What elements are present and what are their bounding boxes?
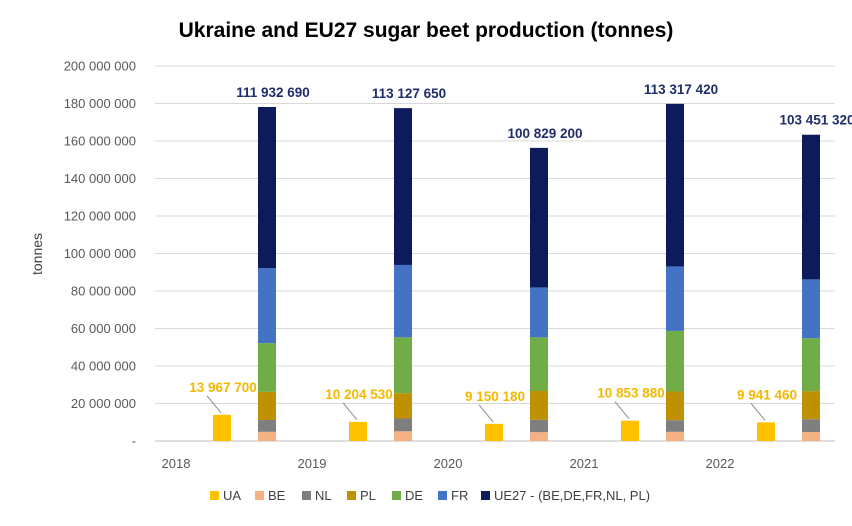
chart-title: Ukraine and EU27 sugar beet production (… <box>179 19 674 42</box>
bar-de <box>666 330 684 392</box>
legend-swatch-de <box>392 491 401 500</box>
bar-de <box>802 338 820 392</box>
x-tick-label: 2018 <box>162 456 191 471</box>
ua-value-label: 9 941 460 <box>737 387 797 402</box>
legend-label-be: BE <box>268 488 286 503</box>
bar-pl <box>394 393 412 419</box>
bar-nl <box>802 419 820 432</box>
bar-pl <box>666 391 684 421</box>
bar-nl <box>666 420 684 432</box>
bar-pl <box>258 391 276 420</box>
ua-value-label: 10 853 880 <box>597 386 665 401</box>
bar-fr <box>666 266 684 331</box>
ua-leader-line <box>478 404 494 423</box>
ua-value-label: 13 967 700 <box>189 380 257 395</box>
legend: UA BE NL PL DE FR UE27 - (BE,DE,FR,NL, PL) <box>210 488 650 503</box>
data-labels: 111 932 690 13 967 700 113 127 650 10 204 5… <box>189 82 852 423</box>
eu27-total-label: 111 932 690 <box>236 85 310 100</box>
y-axis-label: tonnes <box>29 233 45 275</box>
y-tick-label: 160 000 000 <box>64 134 136 149</box>
y-axis-ticks: - 20 000 000 40 000 000 60 000 000 80 000 00… <box>64 59 136 449</box>
y-tick-label: 40 000 000 <box>71 359 136 374</box>
ua-leader-line <box>750 403 766 421</box>
bar-be <box>394 431 412 441</box>
ua-leader-line <box>614 401 630 419</box>
eu27-total-label: 103 451 320 <box>779 113 852 128</box>
y-tick-label: - <box>132 434 136 449</box>
bar-ua <box>621 420 639 441</box>
eu27-total-label: 113 317 420 <box>644 82 718 97</box>
y-tick-label: 120 000 000 <box>64 209 136 224</box>
bar-eu27 <box>802 134 820 280</box>
bar-ua <box>213 414 231 441</box>
bar-eu27 <box>258 107 276 269</box>
bar-fr <box>802 279 820 339</box>
bar-eu27 <box>666 103 684 267</box>
legend-label-fr: FR <box>451 488 468 503</box>
legend-label-ua: UA <box>223 488 241 503</box>
bar-eu27 <box>530 147 548 288</box>
ua-value-label: 10 204 530 <box>325 387 393 402</box>
legend-swatch-pl <box>347 491 356 500</box>
bar-fr <box>530 287 548 338</box>
bar-ua <box>349 421 367 441</box>
legend-label-pl: PL <box>360 488 376 503</box>
y-tick-label: 80 000 000 <box>71 284 136 299</box>
y-tick-label: 20 000 000 <box>71 396 136 411</box>
bar-de <box>394 337 412 394</box>
bar-ua <box>485 423 503 441</box>
x-axis-ticks: 2018 2019 2020 2021 2022 <box>162 456 735 471</box>
legend-label-nl: NL <box>315 488 332 503</box>
y-tick-label: 180 000 000 <box>64 96 136 111</box>
x-tick-label: 2020 <box>434 456 463 471</box>
gridlines <box>155 65 835 442</box>
y-tick-label: 100 000 000 <box>64 246 136 261</box>
bar-nl <box>530 419 548 433</box>
ua-leader-line <box>342 402 358 421</box>
ua-leader-line <box>206 395 222 414</box>
legend-swatch-fr <box>438 491 447 500</box>
y-tick-label: 200 000 000 <box>64 59 136 74</box>
x-tick-label: 2022 <box>706 456 735 471</box>
bar-pl <box>802 391 820 420</box>
bar-pl <box>530 390 548 420</box>
legend-label-de: DE <box>405 488 423 503</box>
bar-fr <box>258 268 276 344</box>
x-tick-label: 2019 <box>298 456 327 471</box>
bar-nl <box>258 420 276 432</box>
bar-eu27 <box>394 108 412 265</box>
eu27-total-label: 113 127 650 <box>372 86 446 101</box>
bar-be <box>802 432 820 441</box>
bar-nl <box>394 418 412 432</box>
legend-label-eu27: UE27 - (BE,DE,FR,NL, PL) <box>494 488 650 503</box>
x-tick-label: 2021 <box>570 456 599 471</box>
y-tick-label: 60 000 000 <box>71 321 136 336</box>
bars <box>213 103 820 441</box>
bar-fr <box>394 264 412 338</box>
legend-swatch-eu27 <box>481 491 490 500</box>
bar-be <box>258 431 276 441</box>
legend-swatch-be <box>255 491 264 500</box>
bar-be <box>666 431 684 441</box>
bar-ua <box>757 422 775 441</box>
bar-de <box>258 343 276 392</box>
eu27-total-label: 100 829 200 <box>507 126 582 141</box>
legend-swatch-nl <box>302 491 311 500</box>
legend-swatch-ua <box>210 491 219 500</box>
y-tick-label: 140 000 000 <box>64 171 136 186</box>
bar-de <box>530 337 548 391</box>
bar-be <box>530 432 548 441</box>
ua-value-label: 9 150 180 <box>465 389 525 404</box>
